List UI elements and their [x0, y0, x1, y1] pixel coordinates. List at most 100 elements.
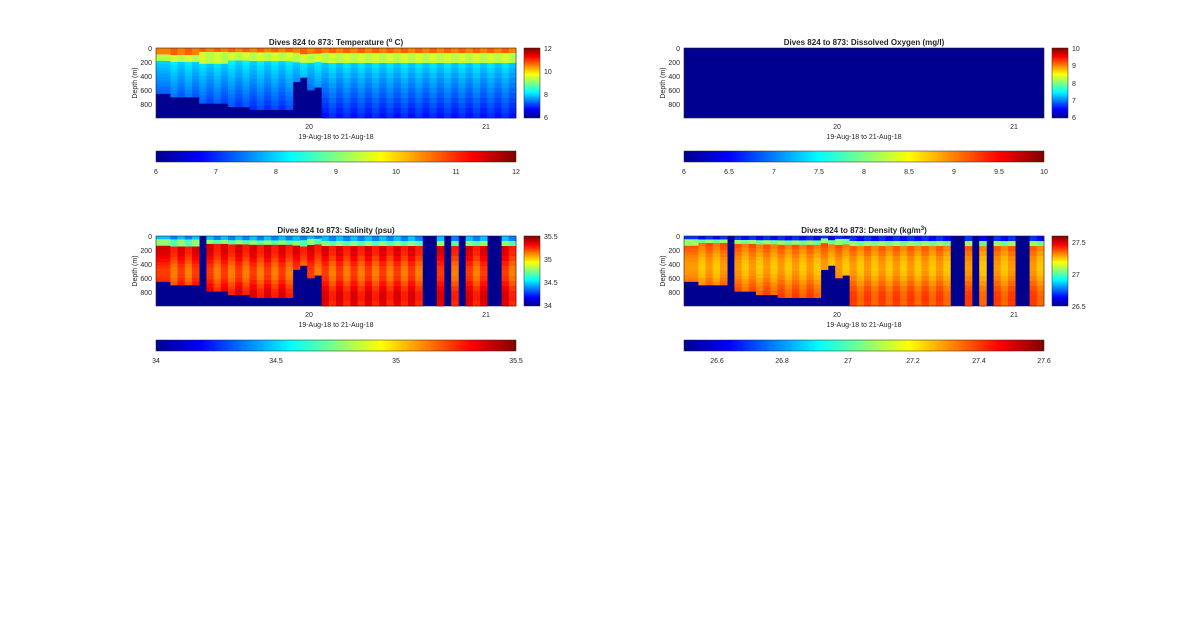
heatmap-cell: [343, 281, 351, 287]
heatmap-cell: [285, 284, 294, 290]
heatmap-cell: [415, 88, 423, 94]
heatmap-cell: [307, 260, 315, 264]
heatmap-cell: [741, 251, 750, 257]
heatmap-cell: [271, 275, 279, 281]
heatmap-cell: [684, 242, 692, 247]
heatmap-cell: [364, 271, 373, 277]
heatmap-cell: [842, 236, 850, 240]
heatmap-cell: [1000, 286, 1009, 292]
heatmap-cell: [921, 261, 930, 267]
heatmap-cell: [712, 257, 721, 261]
panel-salinity: Dives 824 to 873: Salinity (psu) Depth (…: [132, 226, 558, 365]
heatmap-cell: [242, 90, 250, 95]
heatmap-cell: [835, 239, 843, 243]
heatmap-cell: [907, 261, 915, 267]
dive-column: [698, 236, 706, 286]
heatmap-cell: [993, 296, 1002, 302]
dive-column: [364, 236, 373, 307]
heatmap-cell: [835, 251, 843, 255]
heatmap-cell: [156, 239, 164, 243]
heatmap-cell: [936, 266, 944, 272]
heatmap-cell: [734, 263, 742, 268]
heatmap-cell: [220, 51, 229, 57]
heatmap-cell: [328, 58, 337, 64]
colorbar-tick-label: 27.6: [1037, 358, 1051, 365]
heatmap-cell: [393, 103, 402, 109]
heatmap-cell: [878, 276, 886, 282]
heatmap-cell: [964, 256, 973, 262]
heatmap-cell: [192, 264, 200, 268]
heatmap-cell: [698, 250, 706, 254]
heatmap-cell: [199, 79, 207, 84]
heatmap-cell: [741, 263, 750, 268]
heatmap-cell: [835, 263, 843, 267]
heatmap-cell: [756, 278, 764, 283]
heatmap-cell: [321, 113, 330, 119]
heatmap-cell: [177, 55, 186, 59]
heatmap-cell: [451, 83, 459, 89]
heatmap-cell: [813, 288, 822, 294]
heatmap-cell: [220, 243, 229, 249]
heatmap-cell: [494, 58, 502, 64]
heatmap-cell: [343, 251, 351, 257]
heatmap-cell: [220, 87, 229, 92]
heatmap-cell: [684, 252, 692, 256]
heatmap-cell: [328, 236, 337, 242]
heatmap-cell: [372, 296, 380, 302]
heatmap-cell: [408, 256, 416, 262]
heatmap-cell: [885, 251, 894, 257]
heatmap-cell: [292, 52, 301, 56]
heatmap-cell: [292, 64, 301, 68]
heatmap-cell: [170, 264, 178, 268]
heatmap-cell: [350, 78, 358, 84]
heatmap-cell: [249, 288, 258, 294]
heatmap-cell: [242, 81, 250, 87]
heatmap-cell: [993, 246, 1002, 252]
heatmap-cell: [465, 103, 474, 109]
heatmap-cell: [993, 271, 1002, 277]
heatmap-cell: [271, 293, 279, 298]
heatmap-cell: [494, 63, 502, 69]
heatmap-cell: [264, 74, 272, 80]
heatmap-cell: [184, 250, 193, 254]
heatmap-cell: [842, 272, 850, 276]
heatmap-cell: [408, 276, 416, 282]
heatmap-cell: [192, 72, 200, 77]
heatmap-cell: [480, 68, 488, 74]
heatmap-cell: [242, 52, 250, 57]
heatmap-cell: [386, 236, 394, 242]
heatmap-cell: [400, 301, 409, 307]
heatmap-cell: [206, 247, 214, 253]
heatmap-cell: [393, 58, 402, 64]
heatmap-cell: [307, 242, 315, 246]
dive-column: [278, 236, 286, 298]
heatmap-cell: [878, 301, 886, 307]
heatmap-cell: [1008, 246, 1016, 252]
heatmap-cell: [436, 276, 445, 282]
heatmap-cell: [849, 271, 858, 277]
heatmap-cell: [436, 251, 445, 257]
heatmap-cell: [271, 87, 279, 93]
x-tick-label: 20: [305, 124, 313, 131]
heatmap-cell: [228, 56, 236, 61]
heatmap-cell: [264, 83, 272, 88]
heatmap-cell: [163, 54, 171, 59]
colorbar-tick-label: 10: [392, 169, 400, 176]
dive-column: [400, 48, 409, 119]
heatmap-cell: [501, 276, 510, 282]
heatmap-cell: [393, 266, 402, 272]
heatmap-cell: [249, 280, 258, 285]
dive-column: [472, 48, 481, 119]
heatmap-cell: [871, 266, 879, 272]
heatmap-cell: [835, 236, 843, 240]
heatmap-cell: [914, 296, 922, 302]
heatmap-cell: [156, 262, 164, 266]
heatmap-cell: [264, 78, 272, 84]
heatmap-cell: [249, 83, 258, 88]
heatmap-cell: [763, 244, 771, 249]
heatmap-cell: [734, 243, 742, 249]
heatmap-cell: [936, 281, 944, 287]
heatmap-cell: [444, 98, 452, 104]
heatmap-cell: [393, 73, 402, 79]
heatmap-cell: [1036, 246, 1045, 252]
